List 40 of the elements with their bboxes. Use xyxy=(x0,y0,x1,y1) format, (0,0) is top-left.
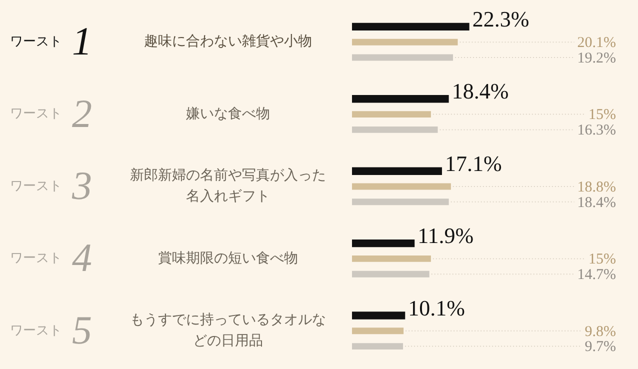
bar xyxy=(352,126,438,133)
data-label: 15% xyxy=(588,252,616,268)
data-label: 16.3% xyxy=(577,122,616,139)
text: ワースト 1 xyxy=(10,18,92,64)
text: ワースト 4 xyxy=(10,235,92,280)
data-label: 15% xyxy=(588,107,616,124)
data-label: 14.7% xyxy=(577,267,616,284)
bar xyxy=(352,38,458,46)
y-tick-label: 嫌いな食べ物 xyxy=(186,106,270,122)
data-label: 17.1% xyxy=(444,150,502,176)
data-label: 18.4% xyxy=(577,194,616,211)
bar xyxy=(352,111,431,118)
text: ワースト 3 xyxy=(10,163,92,208)
bar xyxy=(352,255,431,262)
bar xyxy=(352,95,449,103)
data-label: 11.9% xyxy=(418,223,474,248)
data-label: 9.7% xyxy=(584,339,616,356)
text: ワースト 2 xyxy=(10,90,92,136)
bar xyxy=(352,270,430,278)
bar xyxy=(352,312,406,320)
y-tick-label: 賞味期限の短い食べ物 xyxy=(158,250,298,266)
bar xyxy=(352,183,451,190)
text: ワースト 5 xyxy=(10,307,92,352)
bar xyxy=(352,22,470,31)
bar xyxy=(352,328,404,334)
data-label: 9.8% xyxy=(584,324,616,340)
bar xyxy=(352,167,442,175)
data-label: 22.3% xyxy=(472,6,530,32)
data-label: 10.1% xyxy=(408,295,465,320)
y-tick-label: もうすでに持っているタオルなどの日用品 xyxy=(130,312,326,350)
bar xyxy=(352,54,454,61)
bar xyxy=(352,239,415,248)
bar xyxy=(352,343,404,350)
bar xyxy=(352,198,449,206)
data-label: 19.2% xyxy=(577,50,616,66)
y-tick-label: 趣味に合わない雑貨や小物 xyxy=(144,34,312,50)
data-label: 18.4% xyxy=(452,78,509,104)
y-tick-label: 新郎新婦の名前や写真が入った名入れギフト xyxy=(130,168,326,205)
data-label: 18.8% xyxy=(577,179,616,196)
data-label: 20.1% xyxy=(577,35,616,52)
